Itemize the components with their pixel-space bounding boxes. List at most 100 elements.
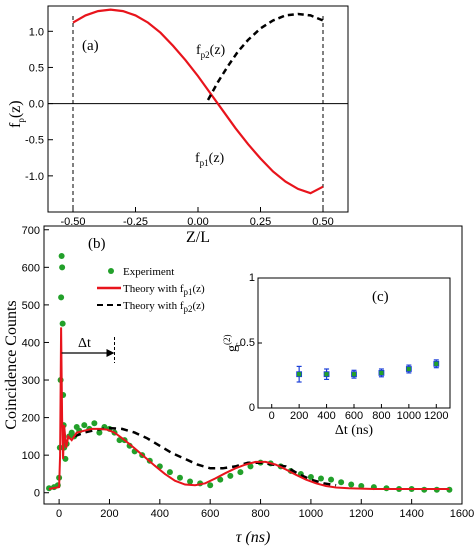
delta-t-arrowhead — [106, 348, 115, 357]
panel-a-xtick-label: 0.00 — [187, 216, 208, 228]
g2-point — [405, 366, 412, 372]
panel-b-frame — [43, 225, 463, 505]
series-fp2-line — [206, 12, 324, 101]
panel-b-xlabel: τ (ns) — [236, 529, 271, 546]
panel-b-xtick-label: 1000 — [299, 508, 323, 520]
experiment-point — [217, 476, 224, 483]
legend-p1-tail: (z) — [192, 283, 205, 295]
panel-a-ylabel: fp(z) — [7, 100, 26, 128]
legend-p2-tail: (z) — [192, 300, 205, 312]
legend-label-theory-p1: Theory with fp1(z) — [123, 283, 205, 297]
panel-b-ylabel: Coincidence Counts — [3, 300, 20, 429]
fp1-tail: (z) — [209, 151, 225, 166]
panel-c-points — [296, 359, 440, 383]
experiment-point — [81, 422, 88, 429]
panel-c-xtick-label: 600 — [345, 410, 363, 422]
series-label-fp2: fp2(z) — [196, 43, 226, 60]
panel-c-ylabel: g(2)c — [222, 335, 243, 353]
panel-c-xtick-label: 800 — [372, 410, 390, 422]
panel-b-xtick-label: 400 — [151, 508, 169, 520]
panel-b-legend: Experiment Theory with fp1(z) Theory wit… — [97, 266, 205, 314]
series-fp1-line — [72, 8, 324, 195]
panel-c-ticks: 0 200 400 600 800 1000 1200 0 0.5 1 — [240, 272, 449, 422]
theory-p2-line — [73, 426, 337, 487]
panel-c-xlabel: Δt (ns) — [335, 423, 374, 438]
panel-b-ytick-label: 500 — [22, 300, 40, 312]
panel-b-xtick-label: 800 — [251, 508, 269, 520]
panel-c-ylabel-sub: c — [233, 343, 243, 347]
panel-a-ticks: -0.50 -0.25 0.00 0.25 0.50 -1.0 -0.5 0.0 0.5 1.0 — [25, 26, 334, 228]
experiment-point — [166, 469, 173, 476]
panel-b-xtick-label: 1600 — [450, 508, 474, 520]
panel-a-xtick-label: 0.50 — [312, 216, 333, 228]
panel-b-xtick-label: 1200 — [349, 508, 373, 520]
experiment-point — [187, 478, 194, 485]
experiment-point — [237, 469, 244, 476]
experiment-point — [176, 474, 183, 481]
experiment-point — [58, 294, 65, 301]
legend-label-experiment: Experiment — [123, 266, 174, 278]
experiment-point — [91, 420, 98, 427]
g2-point — [323, 371, 330, 378]
panel-b-label: (b) — [88, 236, 106, 252]
experiment-point — [96, 429, 103, 436]
legend-p2-main: Theory with f — [123, 300, 184, 312]
series-label-fp1: fp1(z) — [195, 151, 225, 168]
experiment-point — [59, 320, 66, 327]
panel-c-xtick-label: 1000 — [397, 410, 421, 422]
panel-b-lines — [48, 327, 450, 490]
panel-a-xtick-label: -0.50 — [60, 216, 85, 228]
g2-point — [296, 371, 303, 378]
g2-point — [378, 369, 385, 376]
panel-c-ytick-label: 1 — [249, 272, 255, 284]
panel-b: 0 200 400 600 800 1000 1200 1400 160001002003004… — [3, 225, 474, 546]
fp1-sub: p1 — [200, 158, 209, 168]
experiment-point — [348, 481, 355, 488]
panel-a-lines — [48, 8, 348, 212]
panel-a-frame — [47, 5, 349, 213]
legend-p1-sub: p1 — [183, 287, 192, 297]
experiment-point — [317, 475, 324, 482]
g2-point — [433, 360, 440, 367]
experiment-point — [358, 482, 365, 489]
panel-b-ytick-label: 700 — [22, 225, 40, 237]
panel-a-ytick-label: 1.0 — [29, 26, 44, 38]
legend-p1-main: Theory with f — [123, 283, 184, 295]
panel-a-xtick-label: -0.25 — [123, 216, 148, 228]
panel-c-xtick-label: 0 — [269, 410, 275, 422]
panel-b-xtick-label: 200 — [100, 508, 118, 520]
panel-c-ytick-label: 0.5 — [240, 337, 255, 349]
panel-a-ylabel-sub: p — [16, 118, 26, 123]
panel-c-label: (c) — [372, 289, 389, 305]
panel-a-ytick-label: 0.5 — [29, 62, 44, 74]
panel-b-ytick-label: 600 — [22, 262, 40, 274]
panel-c-inset: 0 200 400 600 800 1000 1200 0 0.5 1 (c) Δt (ns) g… — [222, 272, 451, 438]
panel-b-ytick-label: 400 — [22, 337, 40, 349]
panel-c-xtick-label: 200 — [290, 410, 308, 422]
panel-a-xtick-label: 0.25 — [250, 216, 271, 228]
panel-b-xtick-label: 600 — [201, 508, 219, 520]
panel-b-ytick-label: 200 — [22, 413, 40, 425]
experiment-point — [307, 473, 314, 480]
panel-a-ylabel-main: f — [7, 122, 24, 128]
panel-a-ylabel-tail: (z) — [7, 100, 24, 118]
panel-b-ticks: 0 200 400 600 800 1000 1200 1400 160001002003004… — [22, 225, 474, 520]
legend-marker-experiment — [108, 268, 114, 274]
panel-b-xtick-label: 1400 — [399, 508, 423, 520]
delta-t-annotation: Δt — [61, 336, 116, 363]
delta-t-label: Δt — [78, 336, 91, 351]
experiment-point — [338, 479, 345, 486]
experiment-point — [58, 253, 65, 260]
panel-c-xtick-label: 1200 — [424, 410, 448, 422]
theory-p1-line — [48, 327, 450, 490]
legend-label-theory-p2: Theory with fp2(z) — [123, 300, 205, 314]
panel-b-xtick-label: 0 — [56, 508, 62, 520]
panel-b-ytick-label: 100 — [22, 450, 40, 462]
legend-p2-sub: p2 — [183, 304, 192, 314]
panel-b-ytick-label: 300 — [22, 375, 40, 387]
panel-c-ytick-label: 0 — [249, 402, 255, 414]
panel-a-ytick-label: -1.0 — [25, 171, 44, 183]
fp1-main: f — [195, 151, 200, 166]
experiment-point — [207, 482, 214, 489]
